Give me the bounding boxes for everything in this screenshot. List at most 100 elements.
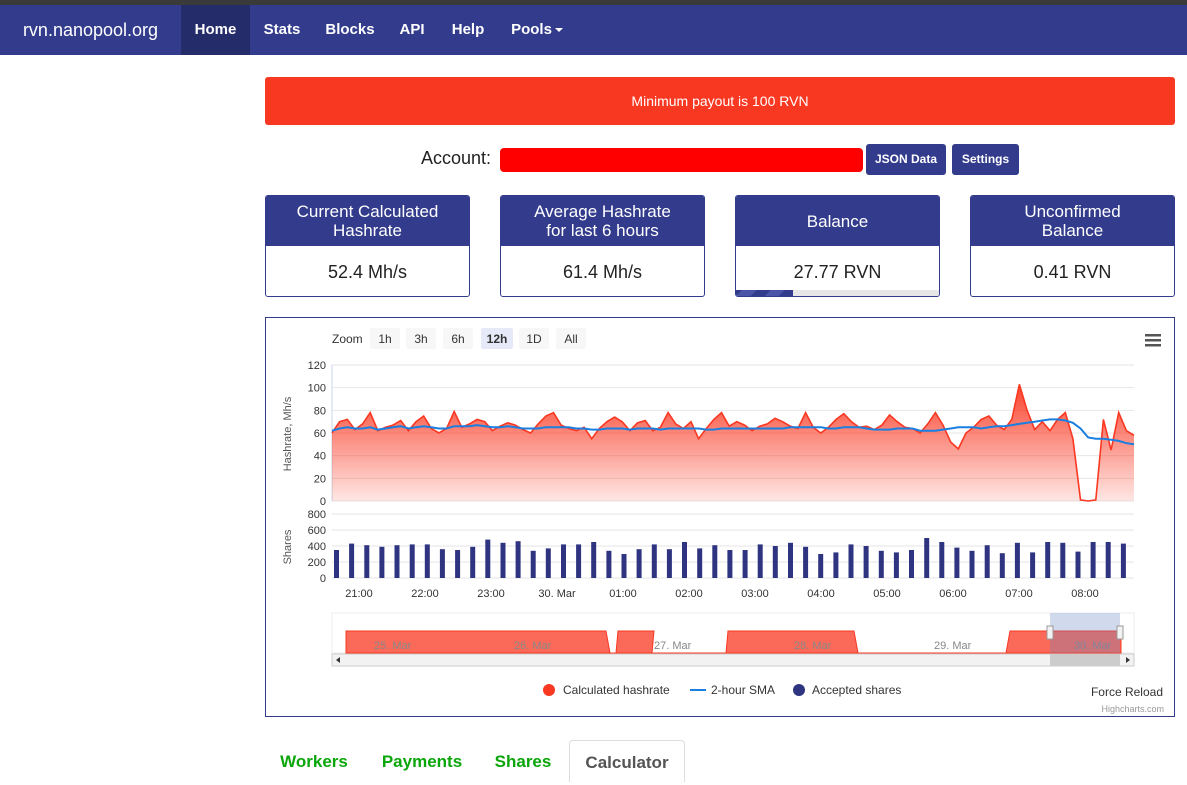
navigator-date-label: 30. Mar	[1074, 640, 1112, 652]
shares-bar	[455, 550, 461, 578]
top-navbar: rvn.nanopool.org Home Stats Blocks API H…	[0, 5, 1187, 55]
navigator-selection[interactable]	[1050, 613, 1120, 653]
hamburger-menu-icon[interactable]	[1145, 334, 1161, 347]
x-tick-label: 21:00	[345, 588, 373, 600]
window-top-border	[0, 0, 1187, 5]
shares-bar	[697, 548, 703, 578]
zoom-button-12h[interactable]: 12h	[481, 328, 513, 349]
shares-bar	[682, 542, 687, 578]
shares-bar	[439, 549, 445, 578]
shares-bar	[334, 550, 339, 578]
x-tick-label: 23:00	[477, 588, 505, 600]
shares-bar	[999, 553, 1005, 578]
shares-bar	[606, 550, 612, 578]
hashrate-chart-panel: Zoom 1h 3h 6h 12h 1D All 0 20 40 60 80 100 120 0 200 4…	[265, 317, 1175, 717]
shares-bar	[651, 544, 657, 578]
payout-progress-bar	[736, 290, 939, 296]
nav-api[interactable]: API	[399, 21, 425, 38]
zoom-button-label: 1D	[526, 332, 542, 346]
zoom-button-6h[interactable]: 6h	[443, 328, 473, 349]
shares-bar	[893, 552, 899, 578]
navigator-date-label: 26. Mar	[514, 640, 552, 652]
x-tick-label: 02:00	[675, 588, 703, 600]
stat-current-hashrate: Current Calculated Hashrate 52.4 Mh/s	[265, 195, 470, 297]
shares-bar	[349, 543, 355, 578]
zoom-button-bg	[556, 328, 586, 349]
shares-bar	[621, 554, 627, 578]
settings-button[interactable]: Settings	[952, 144, 1019, 175]
legend-item-shares[interactable]: Accepted shares	[793, 683, 901, 697]
force-reload-link[interactable]: Force Reload	[1091, 685, 1163, 699]
navigator-series	[345, 630, 1122, 654]
navigator-date-label: 29. Mar	[934, 640, 972, 652]
zoom-button-3h[interactable]: 3h	[406, 328, 436, 349]
hashrate-tick-label: 40	[314, 451, 326, 463]
brand-logo[interactable]: rvn.nanopool.org	[22, 20, 159, 40]
nav-pools-label: Pools	[511, 21, 552, 38]
tab-calculator[interactable]: Calculator	[569, 740, 685, 782]
legend-label: 2-hour SMA	[711, 683, 775, 697]
stat-value: 61.4 Mh/s	[562, 262, 643, 282]
stat-title-line2: Balance	[1041, 221, 1104, 240]
zoom-button-label: 1h	[378, 332, 391, 346]
nav-pools[interactable]: Pools	[500, 5, 574, 55]
stat-header: Balance	[736, 196, 939, 246]
x-tick-label: 30. Mar	[538, 588, 576, 600]
x-tick-label: 22:00	[411, 588, 439, 600]
x-tick-label: 06:00	[939, 588, 967, 600]
shares-bar	[1030, 552, 1036, 578]
zoom-button-1h[interactable]: 1h	[370, 328, 400, 349]
nav-help[interactable]: Help	[451, 21, 485, 38]
shares-bar	[727, 550, 733, 578]
zoom-button-1D[interactable]: 1D	[519, 328, 549, 349]
x-tick-label: 07:00	[1005, 588, 1033, 600]
shares-bar	[364, 545, 370, 578]
navigator-date-label: 25. Mar	[374, 640, 412, 652]
legend-item-sma[interactable]: 2-hour SMA	[690, 683, 775, 697]
shares-bar	[788, 542, 793, 578]
legend-label: Calculated hashrate	[563, 683, 670, 697]
shares-bar	[591, 542, 597, 578]
shares-bar	[818, 554, 824, 578]
nav-stats[interactable]: Stats	[263, 21, 301, 38]
navigator-scrollbar[interactable]	[331, 653, 1135, 667]
stat-balance: Balance 27.77 RVN	[735, 195, 940, 297]
zoom-button-label: 3h	[414, 332, 427, 346]
stat-header: Unconfirmed Balance	[971, 196, 1174, 246]
stat-header: Average Hashrate for last 6 hours	[501, 196, 704, 246]
nav-blocks[interactable]: Blocks	[325, 21, 375, 38]
scroll-left-arrow-icon[interactable]	[336, 657, 340, 663]
tab-workers[interactable]: Workers	[280, 752, 348, 771]
legend-item-hashrate[interactable]: Calculated hashrate	[543, 683, 670, 697]
shares-bar	[515, 541, 521, 578]
shares-bar	[863, 546, 869, 578]
navigator-handle-right[interactable]	[1116, 625, 1124, 640]
shares-bar	[939, 542, 945, 578]
navigator-handle-left[interactable]	[1046, 625, 1054, 640]
tab-payments[interactable]: Payments	[381, 752, 463, 771]
highcharts-credits[interactable]: Highcharts.com	[1101, 704, 1164, 714]
zoom-button-All[interactable]: All	[556, 328, 586, 349]
shares-bar	[500, 542, 506, 578]
shares-bar	[757, 544, 763, 578]
shares-tick-label: 600	[308, 525, 326, 537]
shares-bar	[1060, 542, 1066, 578]
shares-bar	[409, 544, 415, 578]
caret-down-icon	[554, 28, 563, 33]
tab-shares[interactable]: Shares	[494, 752, 552, 771]
hashrate-chart: Zoom 1h 3h 6h 12h 1D All 0 20 40 60 80 100 120 0 200 4…	[282, 328, 1164, 714]
zoom-label: Zoom	[332, 332, 363, 346]
stat-title-line1: Unconfirmed	[1024, 202, 1121, 221]
scroll-right-arrow-icon[interactable]	[1126, 657, 1130, 663]
nav-home[interactable]: Home	[181, 5, 250, 55]
shares-bar	[424, 544, 430, 578]
json-data-button[interactable]: JSON Data	[866, 144, 946, 175]
scrollbar-thumb[interactable]	[1050, 654, 1120, 666]
legend-label: Accepted shares	[812, 683, 901, 697]
shares-bar	[1105, 542, 1111, 578]
payout-progress-fill	[736, 290, 793, 296]
shares-bar	[954, 547, 960, 578]
hashrate-tick-label: 120	[308, 360, 326, 372]
zoom-button-bg	[443, 328, 473, 349]
shares-bar	[394, 545, 400, 578]
